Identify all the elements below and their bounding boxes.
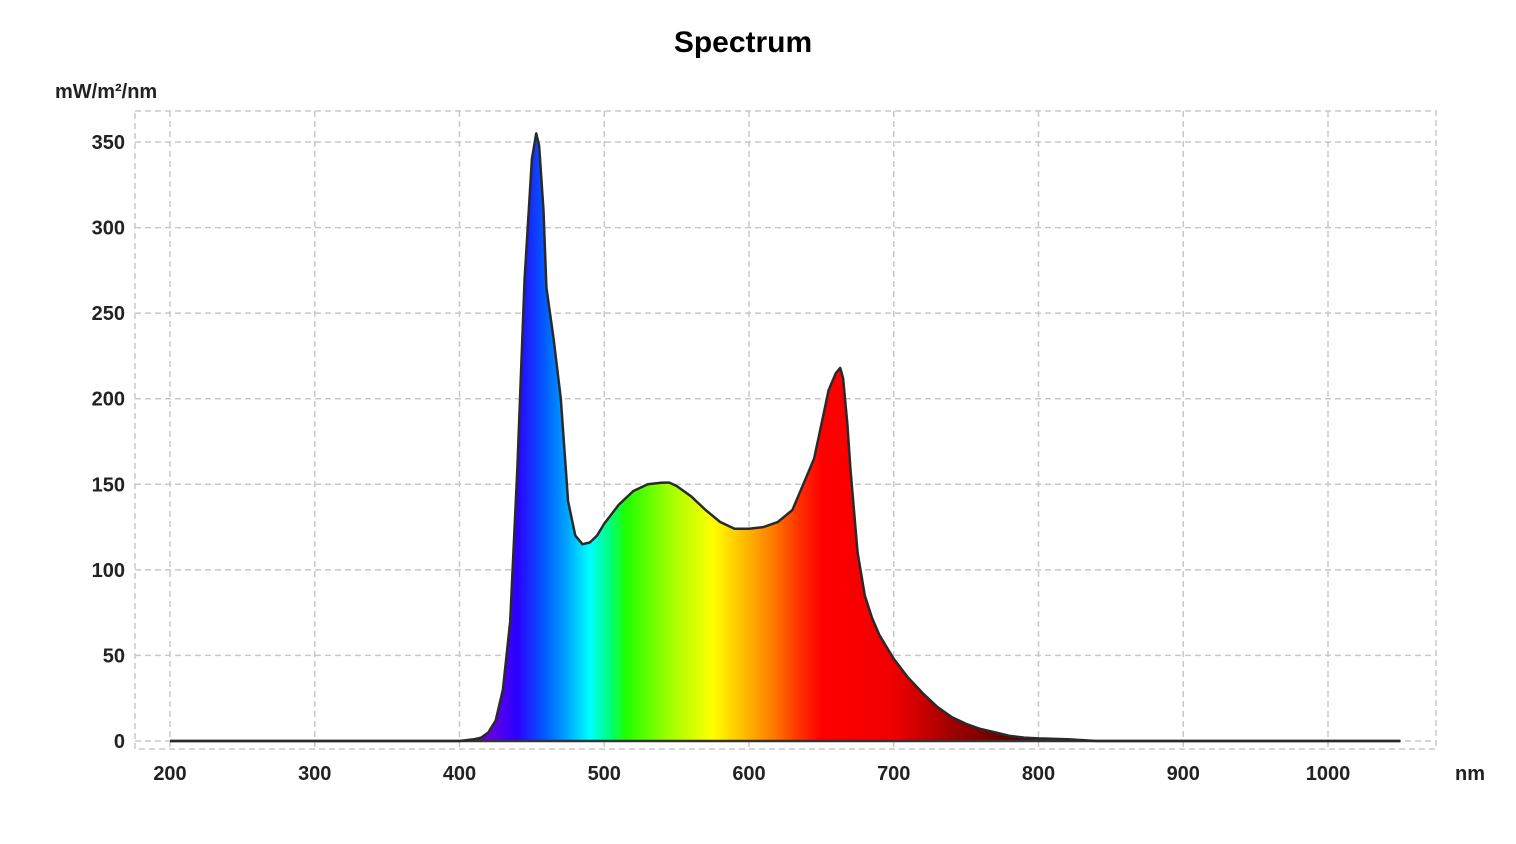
x-tick-label: 200 bbox=[153, 763, 186, 785]
y-tick-label: 100 bbox=[92, 560, 125, 582]
y-tick-label: 50 bbox=[103, 645, 125, 667]
x-axis-unit: nm bbox=[1455, 763, 1485, 785]
spectrum-curve bbox=[170, 132, 1401, 743]
x-tick-label: 600 bbox=[732, 763, 765, 785]
y-tick-label: 300 bbox=[92, 218, 125, 240]
x-tick-label: 500 bbox=[588, 763, 621, 785]
y-axis-label: mW/m²/nm bbox=[55, 81, 157, 103]
y-tick-label: 200 bbox=[92, 389, 125, 411]
plot-area bbox=[170, 132, 1401, 743]
y-tick-label: 250 bbox=[92, 303, 125, 325]
y-tick-label: 350 bbox=[92, 132, 125, 154]
spectrum-area-fill bbox=[170, 133, 1401, 741]
y-tick-label: 0 bbox=[114, 731, 125, 753]
chart-title: Spectrum bbox=[674, 26, 812, 59]
plot-frame bbox=[134, 110, 1437, 750]
x-tick-label: 1000 bbox=[1306, 763, 1351, 785]
tick-labels: 200 300 400 500 600 700 800 900 1000 0 50 100 150 200… bbox=[92, 132, 1351, 785]
x-tick-label: 400 bbox=[443, 763, 476, 785]
x-tick-label: 300 bbox=[298, 763, 331, 785]
x-tick-label: 800 bbox=[1022, 763, 1055, 785]
y-tick-label: 150 bbox=[92, 474, 125, 496]
x-tick-label: 900 bbox=[1167, 763, 1200, 785]
x-tick-label: 700 bbox=[877, 763, 910, 785]
